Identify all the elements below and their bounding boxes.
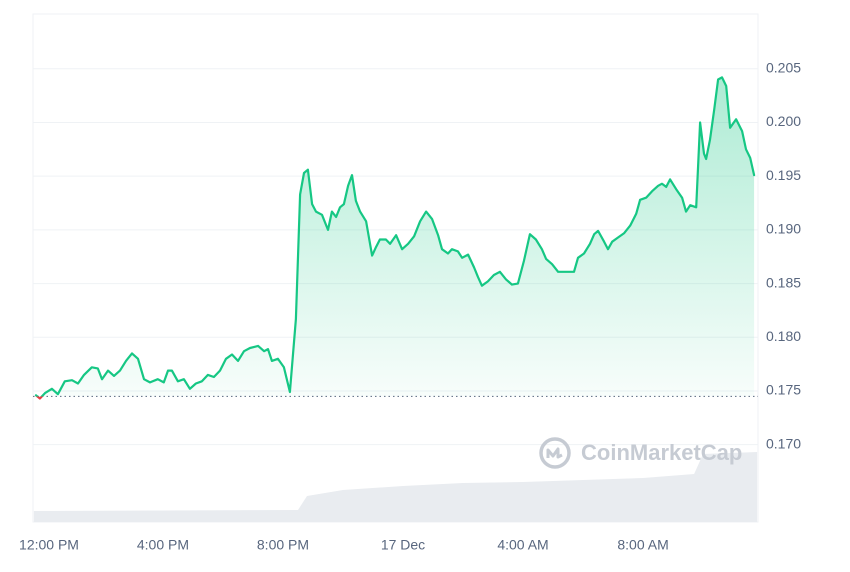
x-tick-label: 17 Dec <box>381 537 425 553</box>
y-tick-label: 0.200 <box>766 113 801 129</box>
x-tick-label: 12:00 PM <box>19 537 79 553</box>
price-line <box>34 76 756 400</box>
watermark-text: CoinMarketCap <box>581 440 742 465</box>
watermark-logo-mark <box>546 447 563 459</box>
x-tick-label: 4:00 PM <box>137 537 189 553</box>
volume-area <box>33 452 758 522</box>
watermark: CoinMarketCap <box>539 437 742 469</box>
x-tick-label: 8:00 PM <box>257 537 309 553</box>
y-tick-label: 0.170 <box>766 435 801 451</box>
y-tick-label: 0.205 <box>766 59 801 75</box>
watermark-logo <box>539 437 571 469</box>
volume-layer <box>33 452 758 522</box>
y-tick-label: 0.190 <box>766 221 801 237</box>
y-tick-label: 0.195 <box>766 167 801 183</box>
y-tick-label: 0.185 <box>766 274 801 290</box>
labels-layer: 0.170 0.175 0.180 0.185 0.190 0.195 0.200 0.205… <box>19 59 801 552</box>
series-layer <box>33 76 758 400</box>
y-tick-label: 0.175 <box>766 382 801 398</box>
x-tick-label: 4:00 AM <box>497 537 548 553</box>
x-tick-label: 8:00 AM <box>617 537 668 553</box>
y-tick-label: 0.180 <box>766 328 801 344</box>
